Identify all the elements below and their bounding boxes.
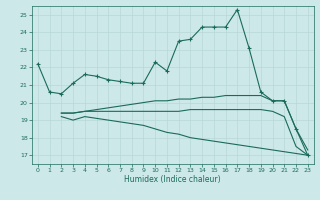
X-axis label: Humidex (Indice chaleur): Humidex (Indice chaleur) xyxy=(124,175,221,184)
